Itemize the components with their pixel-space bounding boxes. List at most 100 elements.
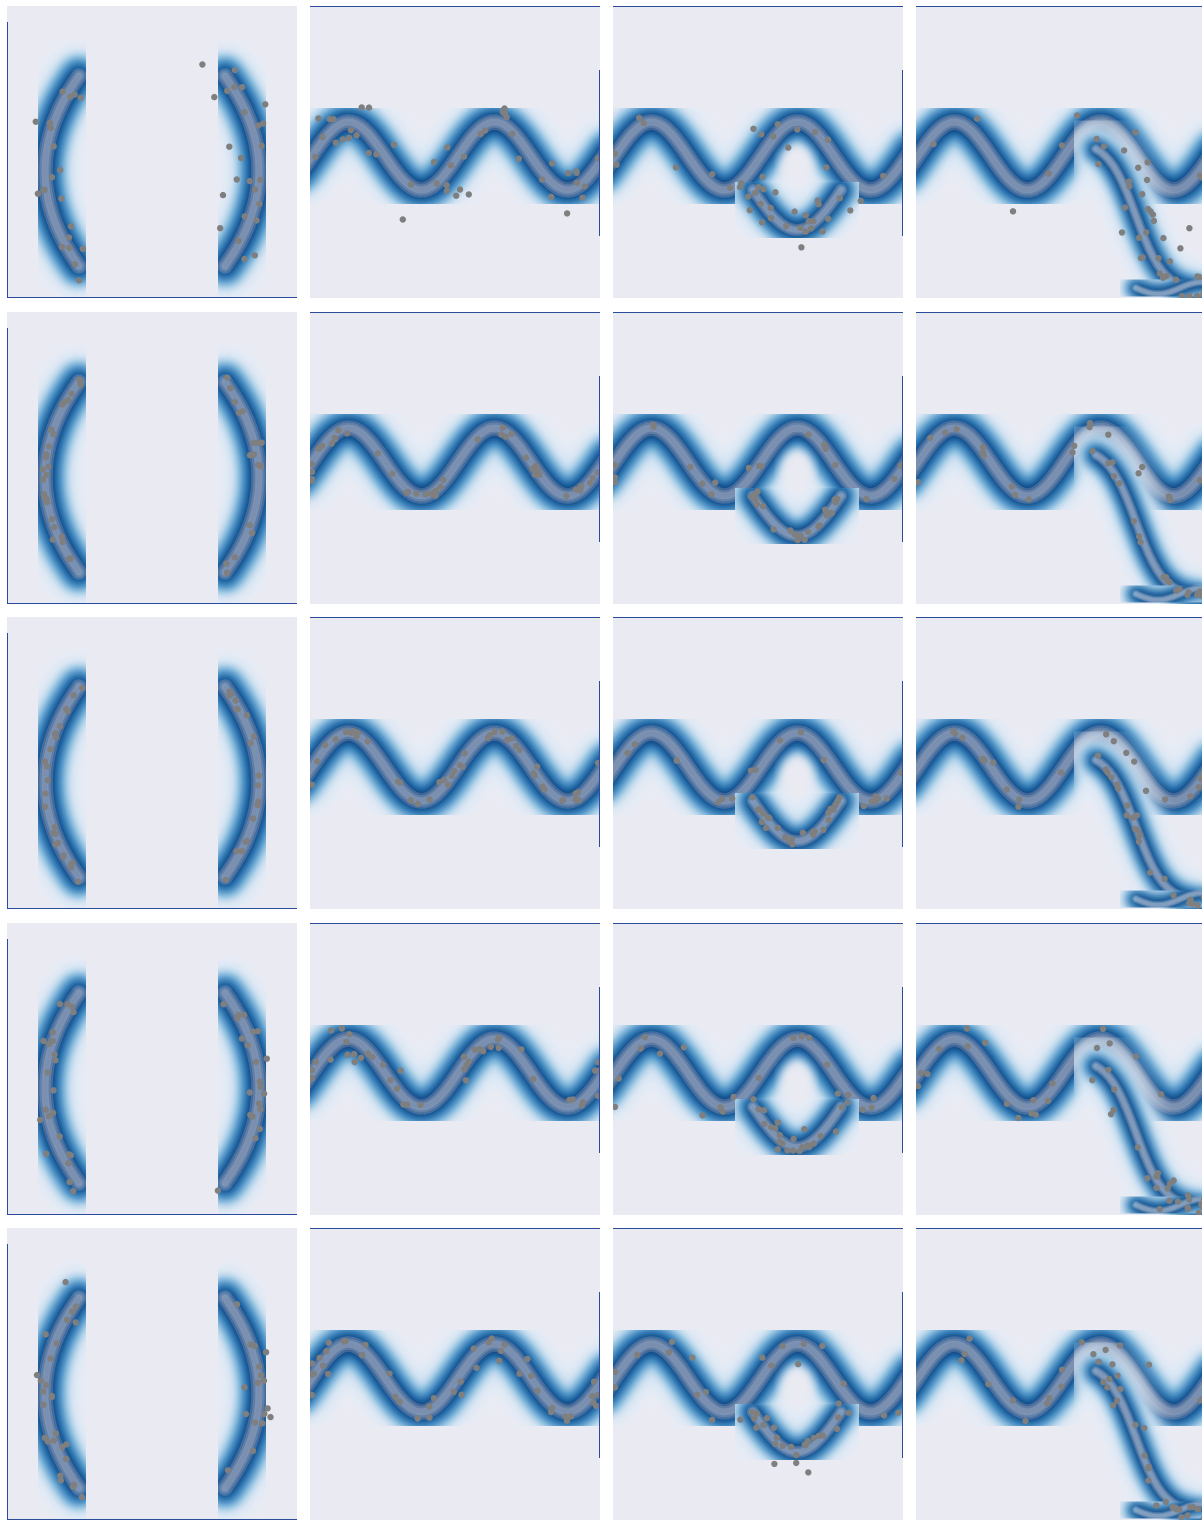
sample-point-p19-5 <box>613 1368 619 1376</box>
sample-point-p14-29 <box>591 1067 599 1074</box>
sample-point-p8-7 <box>1135 470 1142 477</box>
sample-point-p4-30 <box>1137 254 1145 262</box>
sample-point-p20-34 <box>1110 1402 1117 1409</box>
sample-point-p13-19 <box>67 1152 75 1159</box>
sample-point-p1-4 <box>217 225 224 232</box>
sample-point-p15-43 <box>823 1061 831 1068</box>
sample-point-p14-22 <box>310 1075 316 1082</box>
sample-point-p7-6 <box>613 479 619 486</box>
sample-point-p10-1 <box>448 772 456 779</box>
sample-point-p13-29 <box>249 1113 256 1120</box>
sample-point-p16-11 <box>1195 1209 1202 1215</box>
sample-point-p10-27 <box>342 728 350 736</box>
sample-point-p17-41 <box>50 1437 58 1444</box>
sample-point-p6-32 <box>404 488 412 495</box>
sample-point-p14-39 <box>357 1054 364 1062</box>
sample-point-p6-8 <box>474 436 481 443</box>
sample-point-p2-13 <box>373 151 380 158</box>
sample-point-p4-34 <box>1118 229 1126 236</box>
sample-point-p11-30 <box>820 756 827 764</box>
sample-point-p1-15 <box>233 176 240 183</box>
sample-point-p13-11 <box>66 1178 73 1186</box>
density-contours <box>916 1312 1202 1520</box>
sample-point-p20-25 <box>1117 1385 1124 1393</box>
sample-point-p5-31 <box>223 569 231 576</box>
sample-point-p5-29 <box>45 443 53 450</box>
sample-point-p20-44 <box>1116 1342 1124 1349</box>
sample-point-p9-20 <box>232 697 239 704</box>
sample-point-p9-31 <box>50 829 57 837</box>
sample-point-p18-13 <box>426 1403 433 1410</box>
sample-point-p1-13 <box>219 191 227 199</box>
sample-point-p6-20 <box>577 483 585 490</box>
sample-point-p19-36 <box>810 1434 817 1442</box>
sample-point-p3-5 <box>640 119 647 127</box>
sample-point-p20-22 <box>1043 1400 1051 1407</box>
sample-point-p9-25 <box>233 848 240 855</box>
sample-point-p11-33 <box>715 798 722 806</box>
sample-point-p18-39 <box>590 1378 598 1385</box>
sample-point-p14-34 <box>476 1045 484 1053</box>
sample-point-p19-7 <box>760 1421 767 1429</box>
sample-point-p2-11 <box>339 136 347 143</box>
sample-point-p15-42 <box>798 1033 805 1040</box>
sample-point-p3-38 <box>758 219 766 226</box>
sample-point-p4-8 <box>1160 234 1167 242</box>
sample-point-p15-25 <box>845 1091 852 1098</box>
sample-point-p17-15 <box>249 1447 257 1455</box>
sample-point-p12-28 <box>1114 781 1121 788</box>
sample-point-p20-12 <box>958 1357 965 1364</box>
sample-point-p17-6 <box>262 1349 270 1356</box>
sample-point-p8-20 <box>1069 449 1076 456</box>
sample-point-p8-35 <box>1166 495 1173 502</box>
sample-point-p10-39 <box>541 786 548 793</box>
sample-point-p14-16 <box>495 1044 502 1051</box>
sample-point-p10-43 <box>440 776 448 784</box>
sample-point-p17-42 <box>62 1278 69 1286</box>
sample-point-p18-33 <box>547 1408 555 1416</box>
sample-point-p15-15 <box>730 1093 737 1101</box>
sample-point-p2-31 <box>358 104 365 111</box>
sample-point-p8-30 <box>927 434 934 442</box>
sample-point-p20-36 <box>1184 1512 1191 1519</box>
sample-point-p3-19 <box>819 228 826 235</box>
sample-point-p7-40 <box>755 462 763 470</box>
sample-point-p6-41 <box>331 434 338 442</box>
sample-point-p1-42 <box>77 94 85 101</box>
sample-point-p15-36 <box>834 1090 842 1097</box>
sample-point-p18-41 <box>386 1370 393 1377</box>
sample-point-p3-25 <box>823 164 830 171</box>
sample-point-p17-25 <box>267 1413 274 1421</box>
density-contours <box>310 1007 600 1139</box>
sample-point-p7-23 <box>822 445 829 452</box>
sample-point-p9-42 <box>62 705 70 713</box>
sample-point-p20-38 <box>1145 1361 1153 1368</box>
sample-point-p1-23 <box>238 84 246 91</box>
sample-point-p13-14 <box>256 1078 263 1085</box>
sample-point-p15-41 <box>810 1140 817 1147</box>
sample-point-p1-34 <box>246 177 253 185</box>
sample-point-p3-24 <box>825 215 832 222</box>
sample-point-p13-44 <box>43 1150 50 1157</box>
sample-point-p3-39 <box>672 164 680 171</box>
sample-point-p13-43 <box>235 1011 242 1019</box>
sample-point-p19-27 <box>613 1384 619 1391</box>
sample-point-p16-20 <box>1156 1205 1163 1213</box>
sample-point-p1-14 <box>262 101 269 108</box>
sample-point-p19-28 <box>665 1349 672 1356</box>
sample-point-p7-13 <box>804 528 812 536</box>
sample-point-p4-44 <box>1147 208 1154 215</box>
sample-point-p2-8 <box>477 130 484 138</box>
sample-point-p4-7 <box>1143 176 1151 184</box>
density-contours <box>916 396 1202 604</box>
sample-point-p5-3 <box>45 463 52 470</box>
sample-point-p10-37 <box>321 741 329 749</box>
sample-point-p17-22 <box>42 1331 49 1338</box>
sample-point-p16-31 <box>1106 1040 1113 1047</box>
sample-point-p6-26 <box>432 492 439 500</box>
sample-point-p20-41 <box>1090 1351 1097 1358</box>
sample-point-p6-42 <box>589 474 596 482</box>
sample-point-p2-3 <box>456 186 464 193</box>
sample-point-p19-31 <box>793 1459 800 1467</box>
sample-point-p2-37 <box>443 187 451 195</box>
